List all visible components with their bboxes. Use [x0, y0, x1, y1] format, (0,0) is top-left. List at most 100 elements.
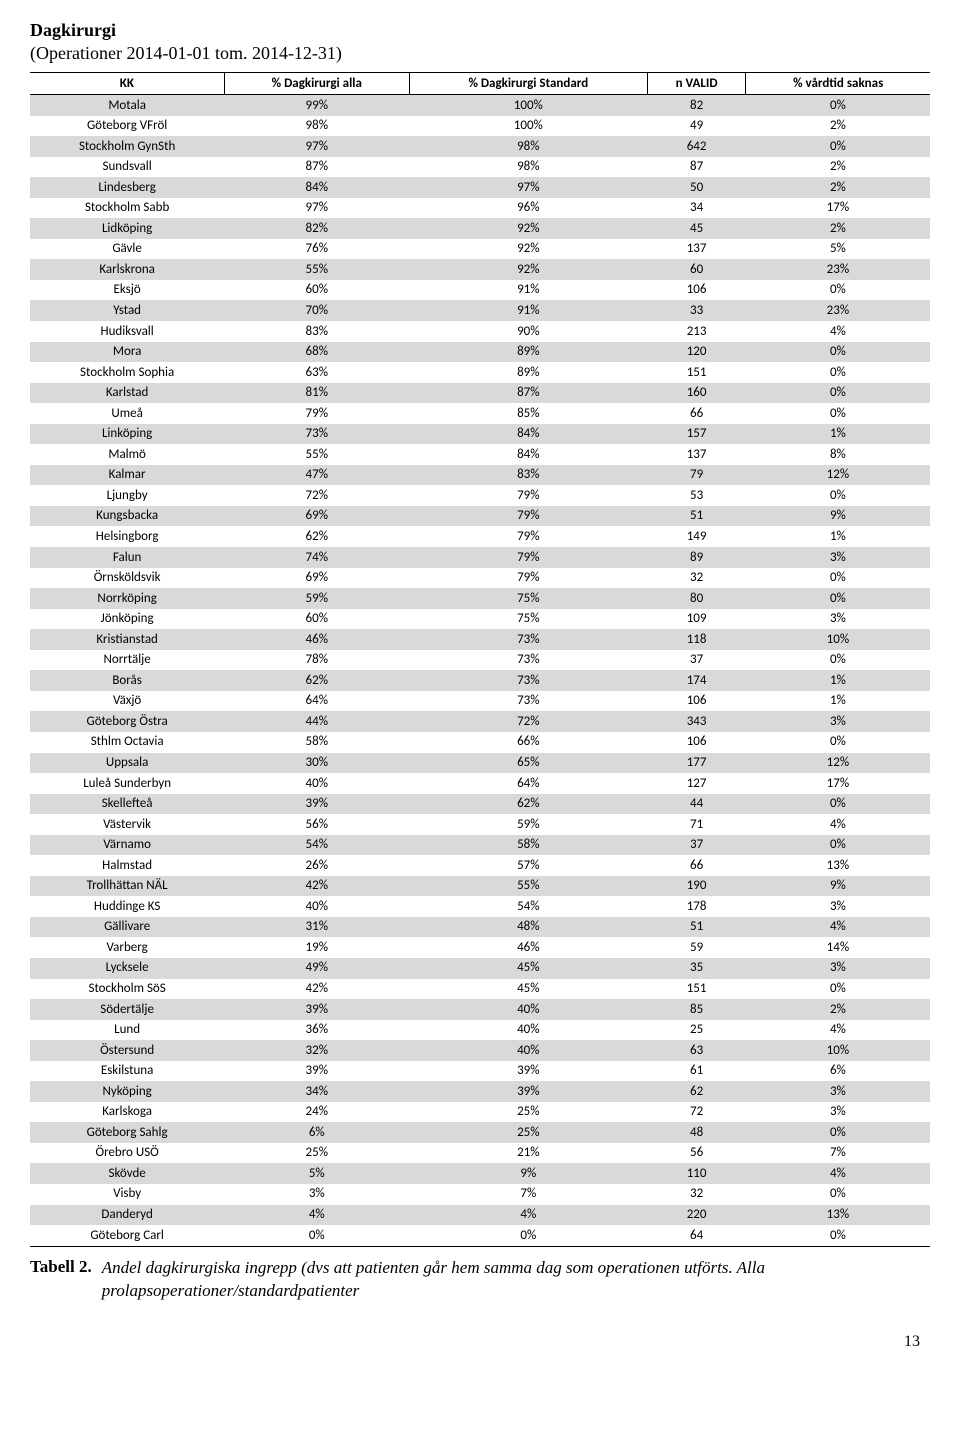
table-row: Kungsbacka69%79%519%: [30, 506, 930, 527]
table-row: Visby3%7%320%: [30, 1184, 930, 1205]
table-row: Linköping73%84%1571%: [30, 424, 930, 445]
table-cell: 3%: [746, 609, 930, 630]
table-cell: 66: [647, 403, 746, 424]
table-row: Skövde5%9%1104%: [30, 1163, 930, 1184]
table-cell: 3%: [746, 711, 930, 732]
table-cell: Trollhättan NÄL: [30, 876, 224, 897]
table-cell: 39%: [224, 794, 409, 815]
table-cell: 79%: [409, 506, 647, 527]
table-cell: 79%: [409, 485, 647, 506]
table-row: Stockholm Sabb97%96%3417%: [30, 198, 930, 219]
table-cell: 42%: [224, 979, 409, 1000]
table-cell: 42%: [224, 876, 409, 897]
table-cell: 72%: [224, 485, 409, 506]
table-row: Sundsvall87%98%872%: [30, 157, 930, 178]
table-cell: 642: [647, 136, 746, 157]
table-cell: Lund: [30, 1020, 224, 1041]
table-cell: 45%: [409, 958, 647, 979]
table-cell: 59%: [224, 588, 409, 609]
table-cell: Göteborg Carl: [30, 1225, 224, 1246]
table-cell: 12%: [746, 753, 930, 774]
table-row: Värnamo54%58%370%: [30, 835, 930, 856]
table-cell: Göteborg VFröl: [30, 116, 224, 137]
table-header-cell: % Dagkirurgi Standard: [409, 73, 647, 95]
table-row: Lidköping82%92%452%: [30, 218, 930, 239]
table-cell: 40%: [409, 1040, 647, 1061]
table-cell: 89%: [409, 362, 647, 383]
table-row: Huddinge KS40%54%1783%: [30, 896, 930, 917]
table-cell: 62%: [224, 526, 409, 547]
table-cell: Visby: [30, 1184, 224, 1205]
table-cell: 39%: [224, 999, 409, 1020]
table-cell: Norrtälje: [30, 650, 224, 671]
table-row: Ljungby72%79%530%: [30, 485, 930, 506]
table-cell: 7%: [409, 1184, 647, 1205]
table-cell: 24%: [224, 1102, 409, 1123]
table-cell: 49: [647, 116, 746, 137]
table-cell: 73%: [409, 650, 647, 671]
table-row: Nyköping34%39%623%: [30, 1081, 930, 1102]
table-cell: 30%: [224, 753, 409, 774]
table-cell: 40%: [224, 773, 409, 794]
table-cell: 1%: [746, 691, 930, 712]
table-cell: 4%: [224, 1205, 409, 1226]
table-cell: 0%: [746, 588, 930, 609]
page-subtitle: (Operationer 2014-01-01 tom. 2014-12-31): [30, 43, 930, 64]
table-cell: Lidköping: [30, 218, 224, 239]
table-cell: 0%: [746, 568, 930, 589]
table-cell: 45: [647, 218, 746, 239]
page-title: Dagkirurgi: [30, 20, 930, 41]
table-cell: 151: [647, 362, 746, 383]
table-cell: 82: [647, 95, 746, 116]
table-cell: Stockholm SöS: [30, 979, 224, 1000]
table-cell: 1%: [746, 670, 930, 691]
table-header-cell: % Dagkirurgi alla: [224, 73, 409, 95]
table-cell: 0%: [746, 362, 930, 383]
table-cell: 149: [647, 526, 746, 547]
table-cell: 32: [647, 568, 746, 589]
table-cell: Norrköping: [30, 588, 224, 609]
table-cell: 0%: [746, 650, 930, 671]
table-cell: 32: [647, 1184, 746, 1205]
table-cell: Gällivare: [30, 917, 224, 938]
table-cell: 72%: [409, 711, 647, 732]
table-cell: Kalmar: [30, 465, 224, 486]
table-cell: 4%: [409, 1205, 647, 1226]
table-row: Växjö64%73%1061%: [30, 691, 930, 712]
table-cell: 60%: [224, 609, 409, 630]
table-cell: 106: [647, 280, 746, 301]
table-cell: Växjö: [30, 691, 224, 712]
table-cell: 46%: [224, 629, 409, 650]
table-cell: 63: [647, 1040, 746, 1061]
table-cell: 25%: [409, 1122, 647, 1143]
table-cell: 10%: [746, 629, 930, 650]
table-cell: 174: [647, 670, 746, 691]
table-cell: Umeå: [30, 403, 224, 424]
table-cell: Södertälje: [30, 999, 224, 1020]
table-cell: Nyköping: [30, 1081, 224, 1102]
table-cell: 6%: [224, 1122, 409, 1143]
table-cell: 220: [647, 1205, 746, 1226]
table-row: Hudiksvall83%90%2134%: [30, 321, 930, 342]
table-row: Västervik56%59%714%: [30, 814, 930, 835]
table-cell: 8%: [746, 444, 930, 465]
table-row: Kalmar47%83%7912%: [30, 465, 930, 486]
table-row: Norrtälje78%73%370%: [30, 650, 930, 671]
table-header-row: KK% Dagkirurgi alla% Dagkirurgi Standard…: [30, 73, 930, 95]
table-row: Ystad70%91%3323%: [30, 300, 930, 321]
table-row: Göteborg Carl0%0%640%: [30, 1225, 930, 1246]
table-cell: 89: [647, 547, 746, 568]
table-cell: 157: [647, 424, 746, 445]
table-cell: 85: [647, 999, 746, 1020]
table-cell: 79: [647, 465, 746, 486]
table-cell: 55%: [409, 876, 647, 897]
table-cell: 76%: [224, 239, 409, 260]
table-row: Mora68%89%1200%: [30, 342, 930, 363]
table-cell: 79%: [409, 568, 647, 589]
table-cell: Mora: [30, 342, 224, 363]
table-row: Gävle76%92%1375%: [30, 239, 930, 260]
table-row: Borås62%73%1741%: [30, 670, 930, 691]
table-cell: 100%: [409, 116, 647, 137]
table-cell: 61: [647, 1061, 746, 1082]
table-cell: Göteborg Sahlg: [30, 1122, 224, 1143]
